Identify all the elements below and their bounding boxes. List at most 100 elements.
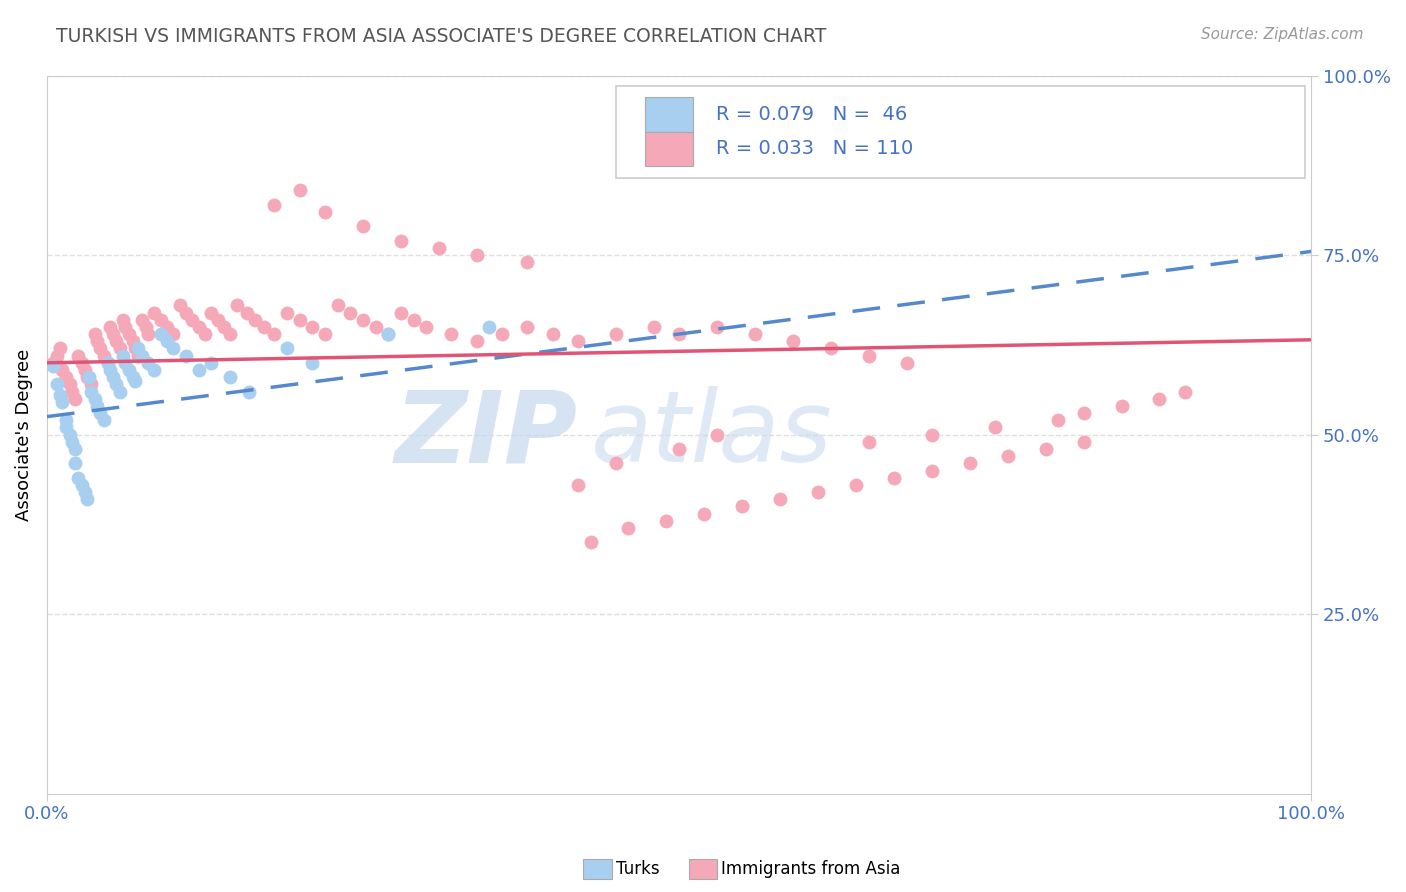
Point <box>200 305 222 319</box>
Point <box>693 507 716 521</box>
Point <box>921 463 943 477</box>
Text: Source: ZipAtlas.com: Source: ZipAtlas.com <box>1201 27 1364 42</box>
Point <box>364 319 387 334</box>
Point <box>101 327 124 342</box>
Point <box>706 319 728 334</box>
Point <box>245 312 267 326</box>
Point <box>377 327 399 342</box>
Bar <box>645 97 693 131</box>
Point <box>63 392 86 406</box>
Text: atlas: atlas <box>591 386 832 483</box>
Point <box>143 305 166 319</box>
Point <box>516 319 538 334</box>
Point <box>181 312 204 326</box>
Point <box>80 377 103 392</box>
Point <box>288 312 311 326</box>
Point <box>883 471 905 485</box>
Point <box>314 205 336 219</box>
Point <box>73 363 96 377</box>
Point <box>567 334 589 349</box>
Point <box>101 370 124 384</box>
Point <box>59 427 82 442</box>
Point <box>98 363 121 377</box>
Point <box>67 471 90 485</box>
Point <box>427 241 450 255</box>
Point <box>127 342 149 356</box>
Point <box>207 312 229 326</box>
Point <box>1149 392 1171 406</box>
Point <box>440 327 463 342</box>
Point <box>314 327 336 342</box>
Point <box>89 342 111 356</box>
Point <box>124 374 146 388</box>
Point <box>352 312 374 326</box>
Point <box>162 327 184 342</box>
Y-axis label: Associate's Degree: Associate's Degree <box>15 349 32 521</box>
Point <box>55 413 77 427</box>
Point <box>111 349 134 363</box>
Point <box>48 388 70 402</box>
Point <box>605 327 627 342</box>
Point <box>89 406 111 420</box>
Point <box>136 356 159 370</box>
FancyBboxPatch shape <box>616 87 1305 178</box>
Point <box>301 356 323 370</box>
Point <box>263 327 285 342</box>
Point <box>668 327 690 342</box>
Point <box>80 384 103 399</box>
Point <box>984 420 1007 434</box>
Point <box>212 319 235 334</box>
Point <box>136 327 159 342</box>
Point <box>156 334 179 349</box>
Point <box>149 312 172 326</box>
Point <box>187 319 209 334</box>
Point <box>238 384 260 399</box>
Point <box>276 342 298 356</box>
Point <box>48 342 70 356</box>
Text: Turks: Turks <box>616 860 659 878</box>
Point <box>121 334 143 349</box>
Point <box>219 370 242 384</box>
Point <box>1111 399 1133 413</box>
Point <box>149 327 172 342</box>
Point <box>46 377 69 392</box>
Point <box>253 319 276 334</box>
Point <box>77 370 100 384</box>
Point <box>93 349 115 363</box>
Point <box>605 456 627 470</box>
Text: ZIP: ZIP <box>395 386 578 483</box>
Point <box>97 356 120 370</box>
Point <box>98 319 121 334</box>
Point <box>820 342 842 356</box>
Point <box>225 298 247 312</box>
Point <box>63 442 86 456</box>
Point <box>118 363 141 377</box>
Point <box>352 219 374 234</box>
Point <box>124 342 146 356</box>
Text: R = 0.033   N = 110: R = 0.033 N = 110 <box>716 139 912 158</box>
Point <box>706 427 728 442</box>
Point <box>114 319 136 334</box>
Point <box>276 305 298 319</box>
Point <box>105 377 128 392</box>
Point <box>121 370 143 384</box>
Point <box>143 363 166 377</box>
Point <box>187 363 209 377</box>
Point <box>389 305 412 319</box>
Point <box>465 248 488 262</box>
Point <box>105 334 128 349</box>
Point <box>643 319 665 334</box>
Point <box>111 312 134 326</box>
Point <box>769 492 792 507</box>
Point <box>1073 406 1095 420</box>
Point <box>478 319 501 334</box>
Bar <box>645 131 693 166</box>
Point <box>200 356 222 370</box>
Point <box>339 305 361 319</box>
Point <box>127 349 149 363</box>
Text: R = 0.079   N =  46: R = 0.079 N = 46 <box>716 104 907 124</box>
Point <box>219 327 242 342</box>
Point <box>194 327 217 342</box>
Point <box>389 234 412 248</box>
Point <box>921 427 943 442</box>
